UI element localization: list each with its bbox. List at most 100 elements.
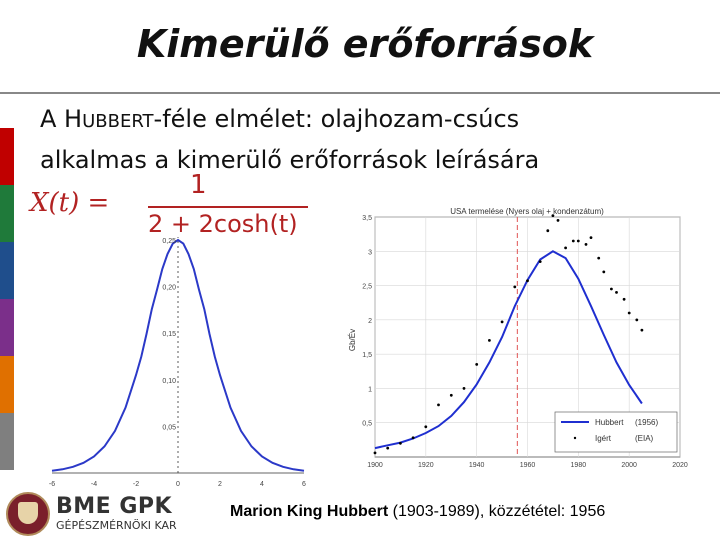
body-line-2: alkalmas a kimerülő erőforrások leírásár… <box>40 146 540 174</box>
usa-y-tick: 0,5 <box>362 421 372 428</box>
actual-production-point <box>513 285 517 289</box>
actual-production-point <box>538 260 542 263</box>
logo-brand-text: BME GPK <box>56 494 173 519</box>
usa-x-tick: 2000 <box>621 462 637 469</box>
usa-y-tick: 2,5 <box>362 284 372 291</box>
bell-x-tick: -6 <box>49 481 55 488</box>
actual-production-point <box>564 246 567 250</box>
actual-production-point <box>551 214 555 217</box>
usa-x-tick: 1980 <box>571 462 587 469</box>
actual-production-point <box>584 243 588 246</box>
formula-lhs: X(t) = <box>30 188 110 218</box>
actual-production-point <box>589 236 593 239</box>
hubbert-caption: Marion King Hubbert (1903-1989), közzété… <box>230 503 605 521</box>
accent-stripe-gray <box>0 413 14 470</box>
bell-x-tick: 2 <box>218 481 222 488</box>
bell-y-tick: 0,15 <box>162 331 176 338</box>
usa-y-tick: 3,5 <box>362 215 372 222</box>
bell-tick-labels: -6 -4 -2 0 2 4 6 0,05 0,10 0,15 0,20 0,25 <box>49 238 306 488</box>
bell-x-tick: 0 <box>176 481 180 488</box>
usa-x-tick: 1940 <box>469 462 485 469</box>
actual-production-point <box>546 229 550 233</box>
hubbert-formula: X(t) = 1 2 + 2cosh(t) <box>30 170 308 250</box>
usa-y-tick: 1,5 <box>362 352 372 359</box>
formula-fraction-bar <box>148 206 308 208</box>
bell-x-tick: -2 <box>133 481 139 488</box>
bell-x-tick: -4 <box>91 481 97 488</box>
actual-production-point <box>556 219 560 222</box>
slide-title: Kimerülő erőforrások <box>136 22 594 66</box>
body-line-1-end: -féle elmélet: olajhozam-csúcs <box>153 105 520 133</box>
actual-production-point <box>627 311 631 315</box>
accent-stripe-orange <box>0 356 14 413</box>
usa-chart-title: USA termelése (Nyers olaj + kondenzátum) <box>450 207 604 216</box>
actual-production-point <box>615 291 618 294</box>
bell-curve-chart: -6 -4 -2 0 2 4 6 0,05 0,10 0,15 0,20 0,25 <box>49 237 306 488</box>
actual-production-point <box>622 297 626 301</box>
usa-y-tick: 1 <box>368 386 372 393</box>
actual-production-point <box>373 451 377 455</box>
actual-production-point <box>571 239 575 243</box>
usa-x-tick: 1960 <box>520 462 536 469</box>
actual-production-point <box>602 270 606 274</box>
formula-numerator: 1 <box>190 170 207 200</box>
bell-axes <box>52 237 304 474</box>
accent-stripe-blue <box>0 242 14 299</box>
body-line-1-start: A H <box>40 105 83 133</box>
accent-stripe-red <box>0 128 14 185</box>
title-divider <box>0 92 720 94</box>
bme-gpk-logo: BME GPK GÉPÉSZMÉRNÖKI KAR <box>6 492 228 536</box>
bell-y-tick: 0,10 <box>162 378 176 385</box>
actual-production-point <box>437 403 440 407</box>
actual-production-point <box>635 318 639 322</box>
bell-curve-line <box>51 238 305 472</box>
bell-series <box>51 238 305 472</box>
actual-production-point <box>597 256 601 260</box>
actual-production-point <box>449 393 453 397</box>
caption-name: Marion King Hubbert <box>230 503 389 520</box>
actual-production-point <box>500 320 504 324</box>
logo-subtitle: GÉPÉSZMÉRNÖKI KAR <box>56 519 177 532</box>
usa-production-chart: USA termelése (Nyers olaj + kondenzátum)… <box>348 207 688 469</box>
legend-igert-swatch <box>573 436 577 440</box>
legend-box <box>554 411 678 453</box>
accent-stripe-green <box>0 185 14 242</box>
bell-y-tick: 0,05 <box>162 424 176 431</box>
actual-production-point <box>576 239 580 243</box>
usa-x-tick: 2020 <box>672 462 688 469</box>
university-seal-icon <box>6 492 50 536</box>
actual-production-point <box>462 387 466 390</box>
accent-stripes <box>0 128 14 470</box>
actual-production-point <box>399 441 402 445</box>
usa-y-tick: 2 <box>368 318 372 325</box>
usa-tick-labels: 1900 1920 1940 1960 1980 2000 2020 0,5 1 1,5 2 2,5 3… <box>362 215 688 469</box>
actual-production-point <box>424 425 428 429</box>
legend-igert-note: (EIA) <box>635 434 654 443</box>
bell-y-tick: 0,25 <box>162 238 176 245</box>
usa-series <box>373 214 644 455</box>
actual-production-point <box>386 446 390 450</box>
actual-production-point <box>411 436 415 440</box>
hubbert-smallcaps: UBBERT <box>82 111 154 132</box>
actual-production-point <box>526 279 529 283</box>
hubbert-curve-line <box>374 250 643 450</box>
usa-x-tick: 1900 <box>367 462 383 469</box>
usa-legend: Hubbert (1956) Igért (EIA) <box>554 411 678 453</box>
usa-grid <box>374 216 681 457</box>
body-line-1: A HUBBERT-féle elmélet: olajhozam-csúcs <box>40 100 539 141</box>
bell-x-tick: 4 <box>260 481 264 488</box>
usa-y-label: Gb/Év <box>348 329 357 351</box>
legend-hubbert-note: (1956) <box>635 418 658 427</box>
legend-hubbert-label: Hubbert <box>595 418 624 427</box>
actual-production-point <box>488 339 491 342</box>
actual-production-point <box>640 328 644 332</box>
caption-rest: (1903-1989), közzététel: 1956 <box>388 503 606 520</box>
body-text: A HUBBERT-féle elmélet: olajhozam-csúcs … <box>40 100 539 179</box>
formula-denominator: 2 + 2cosh(t) <box>148 210 298 238</box>
actual-production-point <box>475 363 479 366</box>
bell-y-tick: 0,20 <box>162 285 176 292</box>
legend-igert-label: Igért <box>595 434 612 443</box>
actual-production-point <box>610 287 613 291</box>
bell-x-tick: 6 <box>302 481 306 488</box>
accent-stripe-purple <box>0 299 14 356</box>
